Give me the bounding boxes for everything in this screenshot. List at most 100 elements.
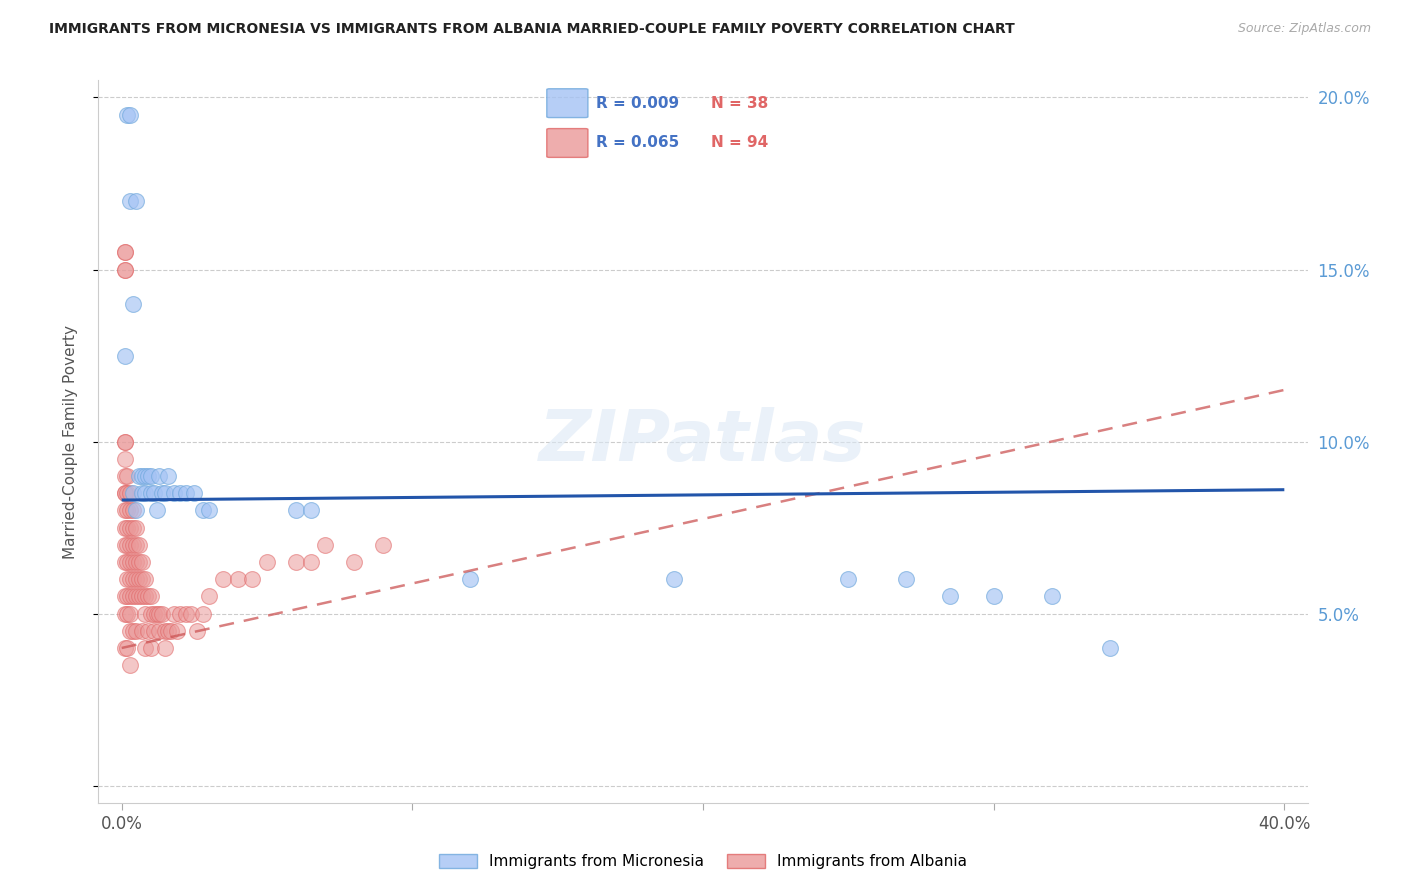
- Point: [150, 486, 173, 500]
- Point: [198, 590, 221, 604]
- Text: N = 38: N = 38: [711, 96, 769, 112]
- Point: [139, 469, 162, 483]
- Point: [120, 486, 142, 500]
- Point: [134, 469, 156, 483]
- Point: [163, 486, 186, 500]
- Point: [125, 538, 148, 552]
- Point: [122, 590, 145, 604]
- Point: [142, 607, 165, 621]
- Point: [117, 469, 139, 483]
- Point: [226, 572, 249, 586]
- Point: [139, 607, 162, 621]
- Point: [373, 538, 395, 552]
- Point: [114, 607, 136, 621]
- Text: IMMIGRANTS FROM MICRONESIA VS IMMIGRANTS FROM ALBANIA MARRIED-COUPLE FAMILY POVE: IMMIGRANTS FROM MICRONESIA VS IMMIGRANTS…: [49, 22, 1015, 37]
- Point: [120, 108, 142, 122]
- Point: [174, 607, 197, 621]
- Point: [299, 555, 322, 569]
- Point: [169, 607, 191, 621]
- Point: [114, 520, 136, 534]
- Point: [139, 590, 162, 604]
- Point: [896, 572, 918, 586]
- Point: [120, 538, 142, 552]
- Point: [148, 469, 170, 483]
- Point: [114, 503, 136, 517]
- Point: [128, 590, 150, 604]
- Point: [114, 590, 136, 604]
- Point: [142, 486, 165, 500]
- Point: [131, 486, 153, 500]
- Point: [145, 607, 167, 621]
- Point: [120, 658, 142, 673]
- Legend: Immigrants from Micronesia, Immigrants from Albania: Immigrants from Micronesia, Immigrants f…: [433, 847, 973, 875]
- Point: [120, 194, 142, 208]
- Point: [120, 624, 142, 638]
- Point: [114, 434, 136, 449]
- Point: [136, 624, 159, 638]
- Point: [125, 503, 148, 517]
- Point: [131, 624, 153, 638]
- Point: [122, 503, 145, 517]
- Point: [120, 572, 142, 586]
- Point: [120, 590, 142, 604]
- Point: [117, 640, 139, 655]
- Point: [183, 486, 205, 500]
- Point: [117, 503, 139, 517]
- Point: [142, 624, 165, 638]
- Point: [131, 590, 153, 604]
- Point: [157, 469, 180, 483]
- Point: [134, 607, 156, 621]
- Point: [131, 469, 153, 483]
- Point: [114, 349, 136, 363]
- Point: [134, 572, 156, 586]
- Point: [139, 640, 162, 655]
- Point: [166, 624, 188, 638]
- Point: [148, 624, 170, 638]
- Point: [117, 486, 139, 500]
- Text: ZIPatlas: ZIPatlas: [540, 407, 866, 476]
- Point: [128, 555, 150, 569]
- Point: [131, 555, 153, 569]
- Point: [114, 538, 136, 552]
- Point: [117, 538, 139, 552]
- Text: R = 0.065: R = 0.065: [596, 135, 679, 150]
- Point: [122, 538, 145, 552]
- FancyBboxPatch shape: [547, 128, 588, 157]
- Point: [242, 572, 264, 586]
- Point: [139, 486, 162, 500]
- Text: Source: ZipAtlas.com: Source: ZipAtlas.com: [1237, 22, 1371, 36]
- Point: [191, 607, 214, 621]
- Point: [114, 434, 136, 449]
- Point: [120, 607, 142, 621]
- Point: [128, 538, 150, 552]
- Point: [169, 486, 191, 500]
- Point: [117, 108, 139, 122]
- Point: [186, 624, 208, 638]
- Point: [117, 607, 139, 621]
- Point: [117, 590, 139, 604]
- Point: [114, 245, 136, 260]
- Point: [174, 486, 197, 500]
- Point: [122, 297, 145, 311]
- Point: [117, 520, 139, 534]
- Point: [460, 572, 482, 586]
- Point: [125, 194, 148, 208]
- Point: [134, 590, 156, 604]
- Point: [256, 555, 278, 569]
- Point: [114, 486, 136, 500]
- Point: [148, 607, 170, 621]
- Point: [114, 262, 136, 277]
- Point: [122, 486, 145, 500]
- Point: [114, 555, 136, 569]
- Text: N = 94: N = 94: [711, 135, 769, 150]
- Point: [131, 572, 153, 586]
- Point: [125, 520, 148, 534]
- Point: [212, 572, 235, 586]
- Point: [285, 503, 308, 517]
- Point: [122, 572, 145, 586]
- Point: [117, 555, 139, 569]
- FancyBboxPatch shape: [547, 89, 588, 118]
- Point: [198, 503, 221, 517]
- Point: [122, 520, 145, 534]
- Y-axis label: Married-Couple Family Poverty: Married-Couple Family Poverty: [63, 325, 77, 558]
